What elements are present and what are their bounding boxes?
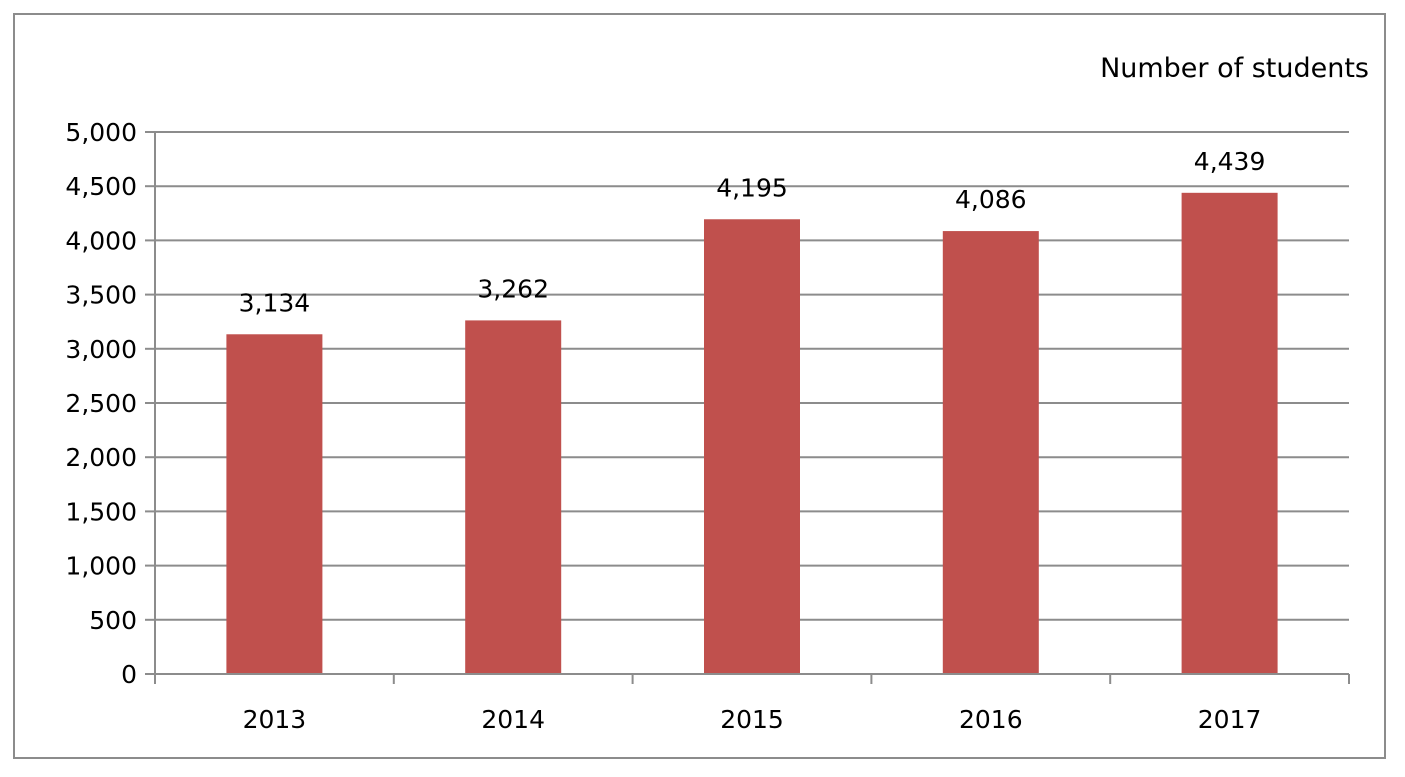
data-label-2013: 3,134 xyxy=(239,288,311,317)
data-label-2017: 4,439 xyxy=(1194,147,1266,176)
y-tick-label: 3,000 xyxy=(65,335,137,364)
y-tick-label: 5,000 xyxy=(65,118,137,147)
y-tick-label: 2,000 xyxy=(65,443,137,472)
bar-2013 xyxy=(226,334,323,674)
y-tick-label: 1,500 xyxy=(65,497,137,526)
x-tick-label-2014: 2014 xyxy=(481,705,545,734)
data-label-2016: 4,086 xyxy=(955,185,1027,214)
bar-2017 xyxy=(1181,192,1278,675)
y-axis-unit-label: Number of students xyxy=(1100,53,1369,84)
x-tick-label-2013: 2013 xyxy=(243,705,307,734)
bar-2015 xyxy=(704,219,800,674)
y-tick-label: 1,000 xyxy=(65,552,137,581)
x-tick-label-2017: 2017 xyxy=(1198,705,1262,734)
y-tick-label: 0 xyxy=(121,660,137,689)
y-tick-label: 2,500 xyxy=(65,389,137,418)
y-tick-label: 4,000 xyxy=(65,226,137,255)
data-label-2015: 4,195 xyxy=(716,173,788,202)
x-tick-label-2015: 2015 xyxy=(720,705,784,734)
y-tick-label: 3,500 xyxy=(65,281,137,310)
data-label-2014: 3,262 xyxy=(477,274,549,303)
bars xyxy=(226,192,1278,675)
y-tick-label: 500 xyxy=(89,606,137,635)
y-tick-label: 4,500 xyxy=(65,172,137,201)
labels: 0 500 1,000 1,500 2,000 2,500 3,000 3,500 4,000 4… xyxy=(65,118,1265,734)
bar-2016 xyxy=(942,231,1039,674)
bar-2014 xyxy=(465,320,562,674)
x-tick-label-2016: 2016 xyxy=(959,705,1023,734)
gridlines xyxy=(155,131,1349,621)
axes xyxy=(145,131,1350,684)
